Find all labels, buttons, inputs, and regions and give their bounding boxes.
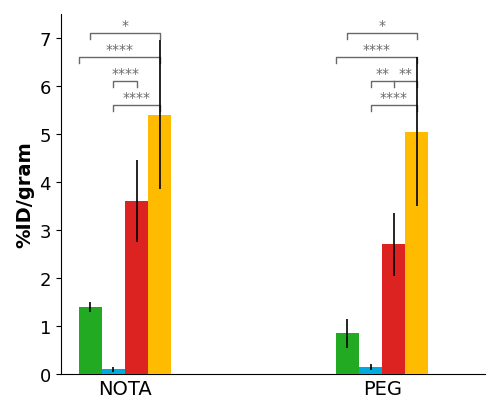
Bar: [336, 334, 359, 374]
Bar: [79, 307, 102, 374]
Text: **: **: [375, 66, 389, 81]
Text: *: *: [122, 19, 128, 33]
Text: *: *: [378, 19, 386, 33]
Bar: [382, 245, 406, 374]
Bar: [359, 367, 382, 374]
Bar: [148, 116, 172, 374]
Text: ****: ****: [111, 66, 139, 81]
Text: ****: ****: [362, 43, 390, 57]
Y-axis label: %ID/gram: %ID/gram: [15, 141, 34, 248]
Text: ****: ****: [106, 43, 134, 57]
Bar: [102, 370, 125, 374]
Text: ****: ****: [380, 90, 407, 104]
Bar: [125, 202, 148, 374]
Text: **: **: [398, 66, 412, 81]
Bar: [406, 132, 428, 374]
Text: ****: ****: [122, 90, 150, 104]
